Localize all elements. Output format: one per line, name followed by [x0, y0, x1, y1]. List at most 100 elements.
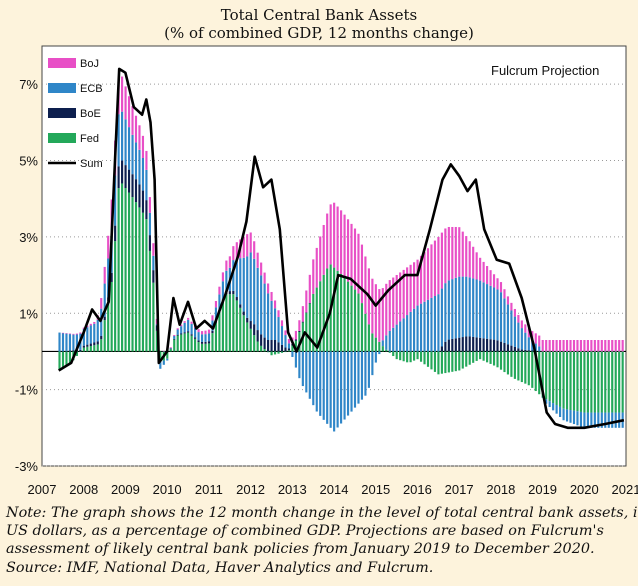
- bar-ecb: [312, 351, 315, 406]
- bar-boj: [340, 210, 343, 274]
- bar-boj: [486, 266, 489, 285]
- bar-fed: [440, 351, 443, 374]
- bar-fed: [364, 313, 367, 352]
- bar-ecb: [197, 332, 200, 341]
- bar-boj: [228, 256, 231, 268]
- x-tick-label: 2010: [153, 482, 182, 497]
- bar-boj: [350, 223, 353, 286]
- bar-fed: [148, 250, 151, 352]
- bar-boj: [621, 340, 624, 352]
- bar-boe: [207, 341, 211, 344]
- bar-boj: [277, 310, 280, 318]
- bar-boj: [572, 340, 576, 352]
- bar-fed: [597, 351, 600, 413]
- bar-boj: [89, 323, 92, 326]
- bar-ecb: [326, 351, 329, 424]
- bar-boj: [100, 298, 103, 309]
- bar-ecb: [413, 308, 416, 352]
- bar-boj: [256, 252, 259, 268]
- bar-boj: [72, 333, 75, 335]
- bar-boj: [565, 340, 569, 352]
- legend-label: Sum: [80, 158, 103, 170]
- bar-ecb: [277, 317, 280, 343]
- bar-boj: [162, 350, 165, 352]
- bar-boj: [305, 290, 308, 313]
- bar-ecb: [465, 276, 468, 337]
- bar-ecb: [472, 278, 475, 337]
- bar-boe: [273, 340, 277, 352]
- bar-fed: [461, 351, 464, 369]
- bar-boj: [583, 340, 586, 352]
- bar-ecb: [72, 334, 75, 351]
- bar-fed: [506, 351, 510, 375]
- bar-boj: [444, 228, 447, 284]
- bar-boj: [246, 234, 249, 257]
- y-tick-label: 7%: [19, 77, 38, 92]
- bar-boj: [482, 261, 485, 283]
- bar-boj: [103, 266, 106, 284]
- bar-boj: [555, 340, 558, 352]
- bar-ecb: [419, 303, 423, 352]
- bar-fed: [492, 351, 496, 366]
- bar-ecb: [475, 279, 478, 338]
- bar-ecb: [454, 277, 457, 339]
- bar-fed: [621, 351, 624, 413]
- bar-boj: [353, 228, 357, 290]
- bar-ecb: [190, 323, 193, 335]
- bar-boj: [148, 197, 151, 213]
- bar-fed: [221, 302, 224, 352]
- bar-boe: [228, 291, 231, 295]
- bar-fed: [200, 343, 204, 352]
- bar-boj: [333, 202, 336, 268]
- bar-fed: [173, 339, 176, 352]
- bar-fed: [82, 347, 85, 352]
- x-tick-label: 2021: [612, 482, 638, 497]
- bar-fed: [458, 351, 461, 371]
- bar-ecb: [576, 411, 579, 426]
- bar-boe: [489, 339, 492, 352]
- bar-boj: [287, 339, 291, 344]
- bar-boe: [131, 174, 134, 198]
- bar-ecb: [479, 280, 482, 338]
- bar-fed: [235, 300, 238, 352]
- bar-boj: [472, 246, 475, 279]
- bar-ecb: [350, 351, 353, 412]
- bar-boe: [110, 272, 113, 282]
- bar-ecb: [565, 409, 569, 422]
- bar-ecb: [152, 255, 155, 271]
- bar-fed: [454, 351, 457, 372]
- bar-boj: [86, 325, 89, 328]
- bar-fed: [277, 351, 280, 354]
- bar-boe: [145, 200, 148, 220]
- bar-fed: [315, 287, 318, 352]
- bar-ecb: [187, 319, 190, 332]
- bar-fed: [413, 351, 416, 361]
- bar-fed: [294, 340, 297, 352]
- bar-ecb: [545, 399, 548, 404]
- bar-fed: [138, 207, 141, 352]
- bar-fed: [346, 281, 350, 352]
- bar-fed: [486, 351, 489, 363]
- bar-boe: [124, 165, 127, 188]
- bar-boj: [454, 226, 457, 278]
- bar-boe: [141, 190, 145, 213]
- bar-boj: [273, 300, 277, 309]
- bar-boj: [520, 320, 523, 329]
- bar-ecb: [298, 351, 301, 379]
- bar-boj: [559, 340, 562, 352]
- bar-boe: [61, 351, 65, 352]
- bar-ecb: [273, 308, 277, 340]
- bar-boe: [472, 336, 475, 352]
- bar-ecb: [430, 297, 433, 352]
- x-tick-label: 2017: [445, 482, 474, 497]
- bar-fed: [287, 350, 291, 352]
- bar-fed: [395, 351, 398, 360]
- bar-boj: [284, 330, 287, 336]
- bar-ecb: [367, 351, 370, 388]
- bar-boj: [385, 283, 388, 336]
- bar-ecb: [162, 360, 165, 365]
- bar-ecb: [58, 332, 61, 352]
- bar-fed: [433, 351, 437, 372]
- bar-boj: [392, 277, 395, 328]
- bar-fed: [357, 293, 360, 352]
